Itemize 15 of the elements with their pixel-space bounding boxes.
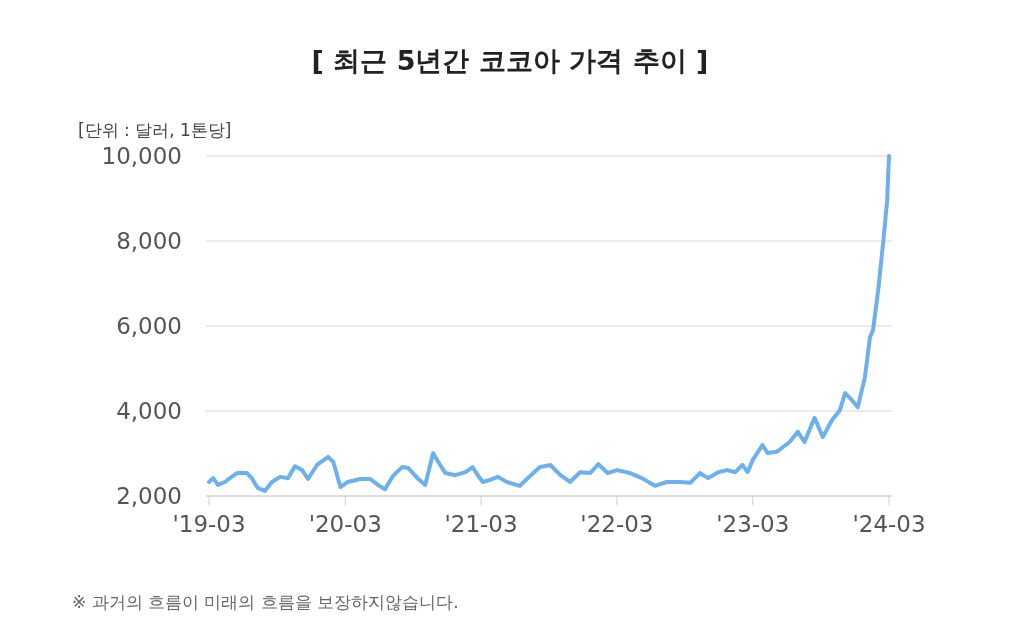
y-tick-label: 8,000: [116, 228, 182, 255]
text: ※ 과거의 흐름이 미래의 흐름을 보장하지않습니다.: [72, 592, 459, 612]
y-axis-title: [단위 : 달러, 1톤당]: [78, 120, 232, 140]
x-tick-label: '20-03: [308, 511, 382, 537]
x-tick-label: '21-03: [444, 511, 518, 537]
line-series: [207, 154, 891, 493]
chart-title: [ 최근 5년간 코코아 가격 추이 ]: [311, 45, 709, 76]
y-tick-label: 4,000: [116, 398, 182, 425]
y-tick-label: 6,000: [116, 313, 182, 340]
x-tick-label: '24-03: [852, 511, 926, 537]
x-tick-label: '23-03: [716, 511, 790, 537]
y-tick-label: 2,000: [116, 483, 182, 510]
x-tick-label: '19-03: [172, 511, 246, 537]
x-tick-label: '22-03: [580, 511, 654, 537]
y-tick-label: 10,000: [101, 143, 182, 170]
